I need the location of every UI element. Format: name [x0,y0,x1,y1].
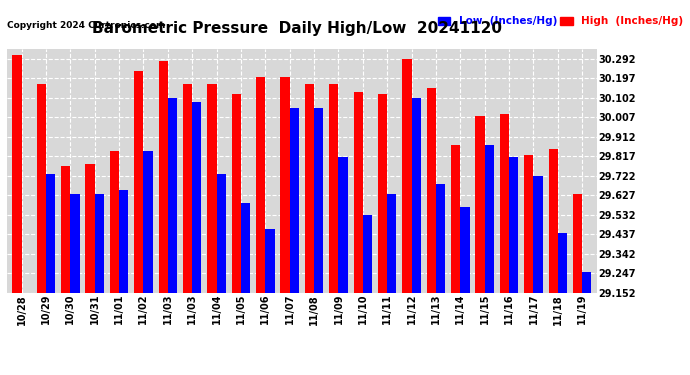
Bar [119,190,128,292]
Bar [193,102,201,292]
Text: Barometric Pressure  Daily High/Low  20241120: Barometric Pressure Daily High/Low 20241… [92,21,502,36]
Bar [168,98,177,292]
Bar [241,202,250,292]
Bar [426,88,436,292]
Bar [12,55,21,292]
Bar [46,174,55,292]
Bar [451,145,460,292]
Bar [484,145,494,292]
Bar [378,94,387,292]
Bar [61,166,70,292]
Bar [280,78,290,292]
Bar [353,92,363,292]
Bar [582,272,591,292]
Bar [305,84,314,292]
Bar [266,229,275,292]
Bar [159,61,168,292]
Bar [21,292,31,293]
Bar [387,194,397,292]
Bar [183,84,193,292]
Bar [232,94,241,292]
Bar [37,84,46,292]
Bar [144,152,152,292]
Bar [363,215,372,292]
Bar [509,158,518,292]
Bar [134,71,144,292]
Bar [436,184,445,292]
Text: Copyright 2024 Curtronics.com: Copyright 2024 Curtronics.com [7,21,166,30]
Bar [549,149,558,292]
Bar [290,108,299,292]
Bar [207,84,217,292]
Bar [558,233,567,292]
Bar [402,59,411,292]
Bar [70,194,79,292]
Bar [573,194,582,292]
Bar [86,164,95,292]
Bar [475,117,484,292]
Bar [217,174,226,292]
Bar [95,194,104,292]
Bar [524,156,533,292]
Bar [329,84,338,292]
Legend: Low  (Inches/Hg), High  (Inches/Hg): Low (Inches/Hg), High (Inches/Hg) [437,16,683,26]
Bar [500,114,509,292]
Bar [256,78,266,292]
Bar [460,207,470,292]
Bar [411,98,421,292]
Bar [338,158,348,292]
Bar [533,176,543,292]
Bar [110,152,119,292]
Bar [314,108,324,292]
